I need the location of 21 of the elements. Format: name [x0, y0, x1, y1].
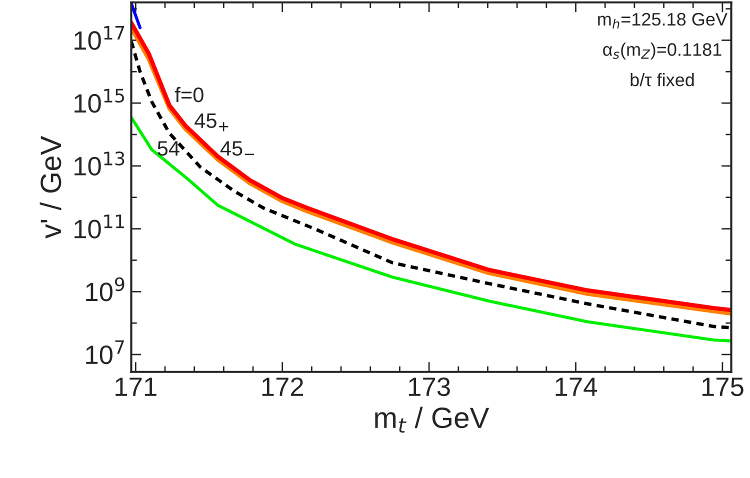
annotation: 45$_{+}$ — [194, 113, 228, 132]
annotation: 54 — [158, 141, 180, 156]
y-tick-label: 10$^{17}$ — [74, 26, 124, 50]
x-tick-label: 172 — [262, 377, 304, 396]
x-tick-label: 171 — [116, 378, 156, 396]
annotation: b/τ fixed — [630, 73, 694, 86]
y-tick-label: 10$^{9}$ — [86, 277, 124, 302]
x-tick-label: 174 — [556, 378, 597, 396]
annotation: 45$_{−}$ — [220, 141, 254, 156]
x-tick-label: 175 — [702, 378, 744, 396]
y-axis-title: v' / GeV — [40, 136, 62, 238]
annotation: f=0 — [174, 86, 204, 102]
annotation: α$_{s}$(m$_{Z}$)=0.1181 — [603, 42, 722, 60]
annotation: m$_{h}$=125.18 GeV — [598, 12, 728, 28]
y-tick-label: 10$^{7}$ — [86, 340, 124, 364]
line-series — [131, 116, 732, 342]
y-tick-label: 10$^{15}$ — [74, 88, 124, 113]
x-tick-label: 173 — [409, 377, 450, 396]
y-tick-label: 10$^{13}$ — [74, 151, 124, 176]
y-tick-label: 10$^{11}$ — [74, 214, 124, 238]
x-axis-title: m$_{t}$ / GeV — [375, 406, 490, 433]
